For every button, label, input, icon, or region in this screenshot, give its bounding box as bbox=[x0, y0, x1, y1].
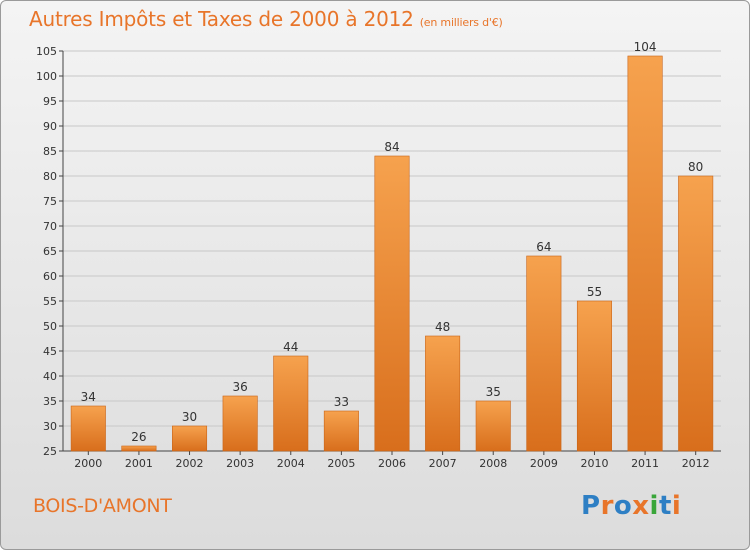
value-label-2001: 26 bbox=[131, 430, 146, 444]
bar-2010 bbox=[576, 300, 612, 452]
value-label-2006: 84 bbox=[384, 140, 399, 154]
bar-2002 bbox=[172, 425, 208, 452]
x-tick-label-2000: 2000 bbox=[74, 457, 102, 470]
value-label-2004: 44 bbox=[283, 340, 298, 354]
labels: 25 30 35 40 45 50 55 60 65 70 75 80 85 90 95 100 105 34 20… bbox=[36, 40, 710, 470]
y-tick-label: 55 bbox=[43, 295, 57, 308]
x-tick-label-2009: 2009 bbox=[530, 457, 558, 470]
y-tick-label: 95 bbox=[43, 95, 57, 108]
logo-letter: i bbox=[671, 491, 682, 521]
y-tick-label: 90 bbox=[43, 120, 57, 133]
x-tick-label-2002: 2002 bbox=[176, 457, 204, 470]
x-tick-label-2006: 2006 bbox=[378, 457, 406, 470]
bar-2011 bbox=[627, 55, 663, 452]
value-label-2012: 80 bbox=[688, 160, 703, 174]
y-tick-label: 60 bbox=[43, 270, 57, 283]
y-tick-label: 30 bbox=[43, 420, 57, 433]
y-tick-label: 45 bbox=[43, 345, 57, 358]
bar-2009 bbox=[526, 255, 562, 452]
y-tick-label: 65 bbox=[43, 245, 57, 258]
logo-letter: x bbox=[632, 491, 650, 521]
y-tick-label: 35 bbox=[43, 395, 57, 408]
value-label-2007: 48 bbox=[435, 320, 450, 334]
y-tick-label: 50 bbox=[43, 320, 57, 333]
x-tick-label-2011: 2011 bbox=[631, 457, 659, 470]
bar-2000 bbox=[70, 405, 106, 452]
x-tick-label-2004: 2004 bbox=[277, 457, 305, 470]
value-label-2003: 36 bbox=[233, 380, 248, 394]
logo-letter: t bbox=[658, 491, 672, 521]
value-label-2002: 30 bbox=[182, 410, 197, 424]
y-tick-label: 105 bbox=[36, 45, 57, 58]
x-tick-label-2001: 2001 bbox=[125, 457, 153, 470]
bar-2003 bbox=[222, 395, 258, 452]
y-tick-label: 85 bbox=[43, 145, 57, 158]
y-tick-label: 75 bbox=[43, 195, 57, 208]
x-tick-label-2008: 2008 bbox=[479, 457, 507, 470]
chart-title-text: Autres Impôts et Taxes de 2000 à 2012 bbox=[29, 7, 414, 31]
value-label-2005: 33 bbox=[334, 395, 349, 409]
y-tick-label: 80 bbox=[43, 170, 57, 183]
value-label-2000: 34 bbox=[81, 390, 96, 404]
logo-letter: o bbox=[613, 491, 633, 521]
value-label-2009: 64 bbox=[536, 240, 551, 254]
value-label-2008: 35 bbox=[486, 385, 501, 399]
logo-letter: P bbox=[581, 491, 601, 521]
x-tick-label-2007: 2007 bbox=[429, 457, 457, 470]
x-tick-label-2010: 2010 bbox=[580, 457, 608, 470]
y-tick-label: 40 bbox=[43, 370, 57, 383]
bar-2001 bbox=[121, 445, 157, 452]
bar-2005 bbox=[323, 410, 359, 452]
value-label-2010: 55 bbox=[587, 285, 602, 299]
bars bbox=[70, 55, 714, 452]
y-tick-label: 25 bbox=[43, 445, 57, 458]
bar-2004 bbox=[273, 355, 309, 452]
value-label-2011: 104 bbox=[634, 40, 657, 54]
bar-2012 bbox=[678, 175, 714, 452]
chart-title: Autres Impôts et Taxes de 2000 à 2012 (en… bbox=[29, 7, 503, 31]
x-tick-label-2005: 2005 bbox=[327, 457, 355, 470]
logo-letter: i bbox=[649, 491, 659, 521]
bar-2006 bbox=[374, 155, 410, 452]
commune-name: BOIS-D'AMONT bbox=[33, 495, 172, 517]
bar-2008 bbox=[475, 400, 511, 452]
x-tick-label-2012: 2012 bbox=[682, 457, 710, 470]
y-tick-label: 70 bbox=[43, 220, 57, 233]
y-tick-label: 100 bbox=[36, 70, 57, 83]
bar-2007 bbox=[425, 335, 461, 452]
proxiti-logo: Proxiti bbox=[581, 491, 681, 521]
unit-note: (en milliers d'€) bbox=[419, 16, 503, 29]
logo-letter: r bbox=[600, 491, 614, 521]
x-tick-label-2003: 2003 bbox=[226, 457, 254, 470]
